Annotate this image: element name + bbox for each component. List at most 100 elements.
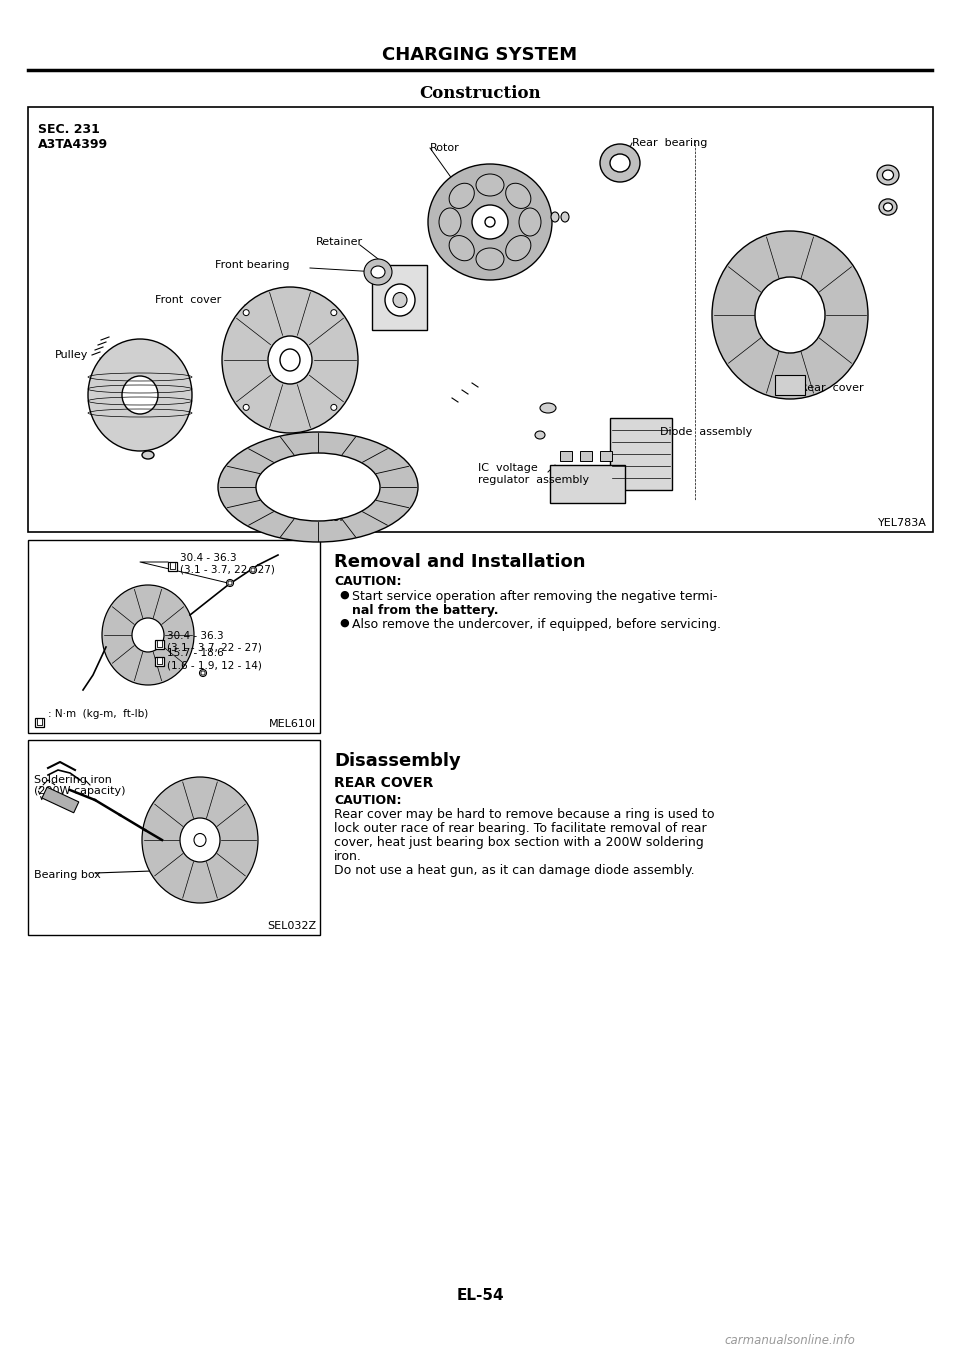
Text: iron.: iron.	[334, 850, 362, 862]
Ellipse shape	[712, 231, 868, 399]
Ellipse shape	[218, 432, 418, 542]
Text: nal from the battery.: nal from the battery.	[352, 604, 498, 617]
Text: Rotor: Rotor	[430, 143, 460, 153]
Text: Pulley: Pulley	[55, 350, 88, 360]
Text: regulator  assembly: regulator assembly	[478, 475, 589, 485]
Text: carmanualsonline.info: carmanualsonline.info	[725, 1334, 855, 1347]
Text: Rear cover may be hard to remove because a ring is used to: Rear cover may be hard to remove because…	[334, 808, 714, 822]
Text: Removal and Installation: Removal and Installation	[334, 553, 586, 570]
Bar	[580, 451, 592, 460]
Text: 15.7 - 18.6: 15.7 - 18.6	[167, 648, 224, 659]
Ellipse shape	[227, 580, 233, 587]
Ellipse shape	[393, 292, 407, 307]
Ellipse shape	[519, 208, 541, 236]
Text: Rear  bearing: Rear bearing	[632, 139, 708, 148]
Ellipse shape	[280, 349, 300, 371]
Bar	[28, 540, 320, 733]
Ellipse shape	[439, 208, 461, 236]
Text: YEL783A: YEL783A	[878, 517, 927, 528]
Ellipse shape	[551, 212, 559, 221]
Text: Construction: Construction	[420, 84, 540, 102]
Text: REAR COVER: REAR COVER	[334, 775, 433, 790]
Text: SEC. 231: SEC. 231	[38, 124, 100, 136]
Bar	[600, 451, 612, 460]
Text: Disassembly: Disassembly	[334, 752, 461, 770]
Ellipse shape	[561, 212, 569, 221]
Bar	[560, 451, 572, 460]
Ellipse shape	[449, 183, 474, 208]
Ellipse shape	[132, 618, 164, 652]
Text: IC  voltage: IC voltage	[478, 463, 538, 473]
Text: Bearing box: Bearing box	[34, 870, 101, 880]
Text: : N·m  (kg-m,  ft-lb): : N·m (kg-m, ft-lb)	[48, 709, 148, 718]
Ellipse shape	[877, 166, 899, 185]
Ellipse shape	[364, 259, 392, 285]
Ellipse shape	[243, 405, 250, 410]
Text: Front bearing: Front bearing	[215, 259, 290, 270]
Text: Start service operation after removing the negative termi-: Start service operation after removing t…	[352, 589, 717, 603]
Bar	[550, 464, 625, 502]
Ellipse shape	[250, 566, 256, 573]
Ellipse shape	[142, 777, 258, 903]
Ellipse shape	[883, 202, 893, 210]
Ellipse shape	[879, 198, 897, 215]
Bar	[28, 740, 320, 936]
Text: ●: ●	[339, 589, 348, 600]
Ellipse shape	[142, 451, 154, 459]
Text: Retainer: Retainer	[316, 238, 363, 247]
Ellipse shape	[371, 266, 385, 278]
Text: CHARGING SYSTEM: CHARGING SYSTEM	[382, 46, 578, 64]
Bar	[28, 107, 933, 532]
Ellipse shape	[476, 174, 504, 196]
Text: cover, heat just bearing box section with a 200W soldering: cover, heat just bearing box section wit…	[334, 837, 704, 849]
Ellipse shape	[122, 376, 158, 414]
Ellipse shape	[228, 581, 232, 585]
Ellipse shape	[600, 144, 640, 182]
Text: CAUTION:: CAUTION:	[334, 574, 401, 588]
Ellipse shape	[256, 454, 380, 521]
Ellipse shape	[243, 310, 250, 315]
Bar	[155, 657, 164, 665]
Ellipse shape	[882, 170, 894, 181]
Ellipse shape	[755, 277, 825, 353]
Text: lock outer race of rear bearing. To facilitate removal of rear: lock outer race of rear bearing. To faci…	[334, 822, 707, 835]
Text: MEL610I: MEL610I	[269, 718, 316, 729]
Ellipse shape	[251, 568, 255, 572]
Ellipse shape	[331, 405, 337, 410]
Ellipse shape	[476, 249, 504, 270]
Text: EL-54: EL-54	[456, 1287, 504, 1302]
Bar	[155, 640, 164, 649]
Bar	[610, 418, 672, 490]
Text: (3.1 - 3.7, 22 - 27): (3.1 - 3.7, 22 - 27)	[180, 565, 275, 574]
Ellipse shape	[506, 183, 531, 208]
Ellipse shape	[200, 669, 206, 676]
Text: SEL032Z: SEL032Z	[267, 921, 316, 932]
Ellipse shape	[88, 340, 192, 451]
Text: (200W capacity): (200W capacity)	[34, 786, 126, 796]
Text: Rear  cover: Rear cover	[800, 383, 864, 392]
Text: ●: ●	[339, 618, 348, 627]
Text: 30.4 - 36.3: 30.4 - 36.3	[180, 553, 236, 564]
Ellipse shape	[268, 335, 312, 384]
Ellipse shape	[506, 235, 531, 261]
Bar	[35, 718, 44, 727]
Ellipse shape	[222, 287, 358, 433]
Text: Also remove the undercover, if equipped, before servicing.: Also remove the undercover, if equipped,…	[352, 618, 721, 631]
Text: Diode  assembly: Diode assembly	[660, 426, 753, 437]
Text: CAUTION:: CAUTION:	[334, 794, 401, 807]
Ellipse shape	[180, 818, 220, 862]
Ellipse shape	[385, 284, 415, 316]
Bar	[372, 265, 427, 330]
Text: Stator: Stator	[310, 513, 344, 523]
Ellipse shape	[485, 217, 495, 227]
Ellipse shape	[102, 585, 194, 684]
Text: Soldering iron: Soldering iron	[34, 775, 112, 785]
Bar	[42, 788, 79, 813]
Ellipse shape	[331, 310, 337, 315]
Ellipse shape	[201, 671, 205, 675]
Ellipse shape	[472, 205, 508, 239]
Bar	[168, 562, 177, 570]
Ellipse shape	[540, 403, 556, 413]
Ellipse shape	[449, 235, 474, 261]
Text: 30.4 - 36.3: 30.4 - 36.3	[167, 631, 224, 641]
